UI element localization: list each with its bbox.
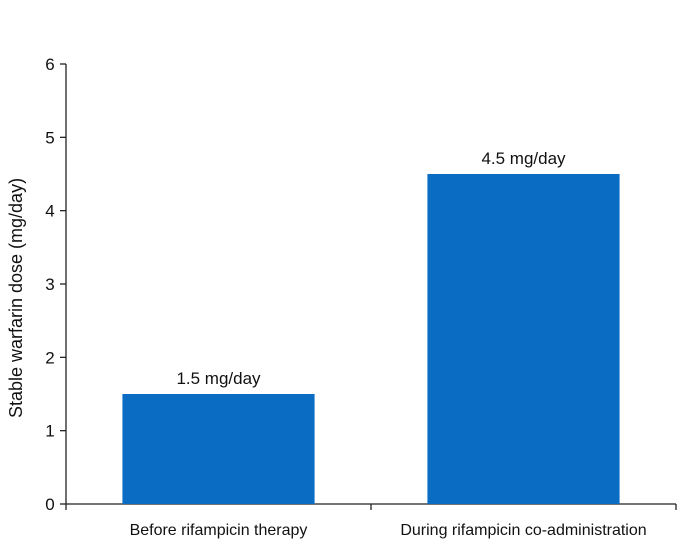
bar-value-label: 1.5 mg/day <box>176 369 261 388</box>
category-label: Before rifampicin therapy <box>130 522 308 539</box>
y-tick-label: 5 <box>45 128 54 147</box>
bar-1 <box>122 394 315 504</box>
y-axis-title: Stable warfarin dose (mg/day) <box>6 178 26 418</box>
y-tick-label: 6 <box>45 55 54 74</box>
bar-2 <box>427 174 620 504</box>
y-tick-label: 3 <box>45 275 54 294</box>
bars <box>122 174 620 504</box>
y-tick-label: 4 <box>45 202 54 221</box>
category-labels: Before rifampicin therapy During rifampic… <box>65 504 677 539</box>
y-tick-label: 2 <box>45 348 54 367</box>
y-ticks: 0 1 2 3 4 5 6 <box>45 55 66 514</box>
y-tick-label: 0 <box>45 495 54 514</box>
y-tick-label: 1 <box>45 422 54 441</box>
category-label: During rifampicin co-administration <box>400 522 646 539</box>
bar-value-label: 4.5 mg/day <box>481 149 566 168</box>
data-labels: 1.5 mg/day 4.5 mg/day <box>176 149 566 388</box>
